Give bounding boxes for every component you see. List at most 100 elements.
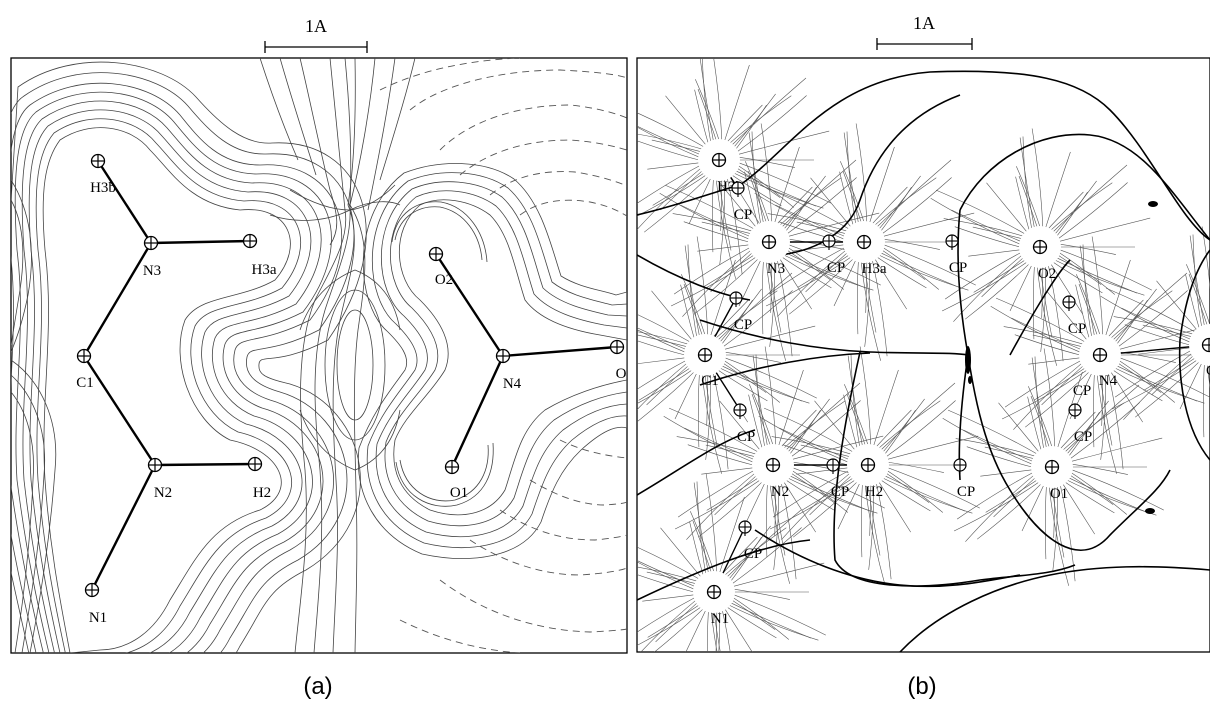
gradient-path-line <box>730 602 812 639</box>
cp-label: CP <box>734 207 752 223</box>
gradient-path-line <box>783 400 846 449</box>
atom-marker <box>242 233 258 249</box>
gradient-path-line <box>1076 274 1101 336</box>
gradient-path-line <box>1113 316 1194 335</box>
caption-b: (b) <box>907 673 936 700</box>
gradient-path-line <box>728 604 819 641</box>
gradient-path-line <box>717 272 793 341</box>
gradient-path-line <box>1009 265 1032 312</box>
gradient-path-line <box>787 250 831 280</box>
gradient-path-line <box>878 175 921 230</box>
gradient-path-line <box>882 250 926 280</box>
atom-label-h2: H2 <box>865 484 883 500</box>
gradient-path-line <box>1004 360 1081 408</box>
gradient-path-line <box>1203 364 1205 438</box>
gradient-path-line <box>878 481 911 533</box>
gradient-path-line <box>686 473 755 540</box>
gradient-path-line <box>765 256 852 307</box>
gradient-path-line <box>1015 176 1030 231</box>
gradient-path-line <box>663 416 754 463</box>
gradient-path-line <box>637 597 695 633</box>
gradient-path-line <box>637 340 686 356</box>
gradient-path-line <box>884 410 916 455</box>
gradient-path-line <box>1143 357 1196 391</box>
gradient-path-line <box>1118 290 1188 347</box>
gradient-path-line <box>733 588 790 600</box>
atom-label-c1: C1 <box>701 373 719 389</box>
gradient-path-line <box>698 481 763 538</box>
gradient-path-line <box>1045 151 1071 228</box>
gradient-path-line <box>748 132 764 223</box>
gradient-path-line <box>935 189 1026 235</box>
atom-marker <box>444 459 460 475</box>
gradient-path-line <box>872 260 888 357</box>
gradient-path-line <box>774 146 800 223</box>
atom-marker <box>609 339 625 355</box>
gradient-path-line <box>774 484 777 536</box>
gradient-path-line <box>965 475 1034 542</box>
gradient-path-line <box>972 226 1022 239</box>
gradient-path-line <box>1059 249 1152 291</box>
gradient-path-line <box>869 146 895 223</box>
gradient-path-line <box>839 171 854 226</box>
scale-bar-a: 1A <box>264 16 368 53</box>
gradient-path-line <box>647 604 700 638</box>
gradient-path-line <box>1001 369 1088 420</box>
gradient-path-line <box>1186 264 1210 326</box>
atom-marker <box>1201 337 1210 353</box>
gradient-path-line <box>694 258 759 315</box>
gradient-path-line <box>718 611 720 652</box>
gradient-path-line <box>868 484 874 570</box>
gradient-path-line <box>640 600 696 652</box>
gradient-path-line <box>1041 365 1084 406</box>
gradient-path-line <box>859 346 872 446</box>
gradient-path-line <box>797 254 850 288</box>
gradient-path-line <box>696 481 706 574</box>
gradient-path-line <box>738 156 795 168</box>
gradient-path-line <box>781 483 797 580</box>
gradient-path-line <box>947 409 1038 455</box>
cp-label: CP <box>1073 383 1091 399</box>
gradient-path-line <box>883 212 975 237</box>
gradient-path-line <box>887 461 944 473</box>
gradient-path-line <box>706 477 759 511</box>
gradient-path-line <box>637 165 700 204</box>
gradient-path-line <box>792 461 849 473</box>
gradient-path-line <box>665 95 707 146</box>
gradient-path-line <box>844 384 869 446</box>
gradient-path-line <box>1179 363 1202 410</box>
gradient-path-line <box>1054 180 1097 235</box>
gradient-path-line <box>1046 290 1088 341</box>
gradient-path-line <box>706 374 709 426</box>
gradient-path-line <box>788 212 880 237</box>
gradient-path-line <box>1050 263 1083 315</box>
gradient-path-line <box>941 261 1028 312</box>
gradient-path-line <box>843 394 858 449</box>
gradient-path-line <box>1071 463 1128 475</box>
gradient-path-line <box>735 105 767 150</box>
gradient-path-line <box>710 259 736 336</box>
gradient-path-line <box>781 473 850 540</box>
gradient-path-line <box>701 467 754 475</box>
gradient-path-line <box>772 470 849 518</box>
gradient-path-line <box>985 479 1038 513</box>
gradient-path-line <box>710 252 753 293</box>
atoms-b: H3b N3 H3a O2 C1 N4 N2 H2 O1 N1 C <box>684 139 1210 627</box>
gradient-path-line <box>1100 296 1191 343</box>
gradient-path-line <box>1053 486 1056 538</box>
atom-marker <box>856 234 872 250</box>
gradient-path-line <box>637 126 700 158</box>
gradient-path-line <box>726 606 777 639</box>
gradient-path-line <box>729 95 792 144</box>
gradient-path-line <box>1124 324 1191 346</box>
gradient-path-line <box>886 400 956 457</box>
atom-label-o1: O1 <box>450 485 468 501</box>
gradient-path-line <box>1062 402 1125 451</box>
gradient-path-line <box>872 186 908 225</box>
gradient-path-line <box>651 139 701 152</box>
gradient-path-line <box>990 306 1081 353</box>
gradient-path-line <box>1060 411 1096 450</box>
gradient-path-line <box>1059 217 1151 242</box>
atom-label-c1: C1 <box>76 375 94 391</box>
gradient-path-line <box>705 473 718 573</box>
